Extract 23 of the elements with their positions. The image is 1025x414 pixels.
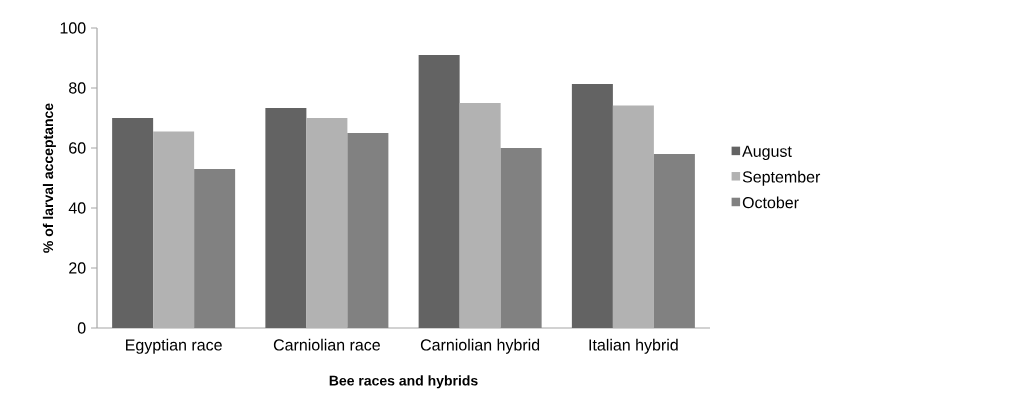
y-tick-label: 40 (68, 202, 86, 214)
bar (418, 55, 460, 328)
bar (347, 133, 389, 328)
x-tick-label: Italian hybrid (589, 338, 678, 354)
y-tick-label: 0 (77, 322, 86, 334)
legend-label: October (742, 196, 799, 209)
bar (571, 84, 613, 328)
y-tick-label: 60 (69, 142, 86, 154)
bar (653, 154, 695, 328)
y-tick-label: 100 (60, 22, 86, 34)
x-axis-title: Bee races and hybrids (329, 375, 478, 389)
bar (500, 148, 542, 328)
legend-label: September (742, 170, 821, 186)
bar (265, 108, 307, 328)
x-tick-label: Egyptian race (126, 338, 222, 354)
x-tick-label: Carniolian race (273, 338, 380, 351)
legend-label: August (742, 145, 792, 161)
y-tick-label: 80 (69, 82, 86, 94)
bar (194, 169, 236, 328)
bar (112, 118, 154, 328)
x-tick-label: Carniolian hybrid (420, 338, 540, 354)
y-tick-label: 20 (69, 262, 86, 274)
y-axis-title: % of larval acceptance (42, 103, 56, 253)
